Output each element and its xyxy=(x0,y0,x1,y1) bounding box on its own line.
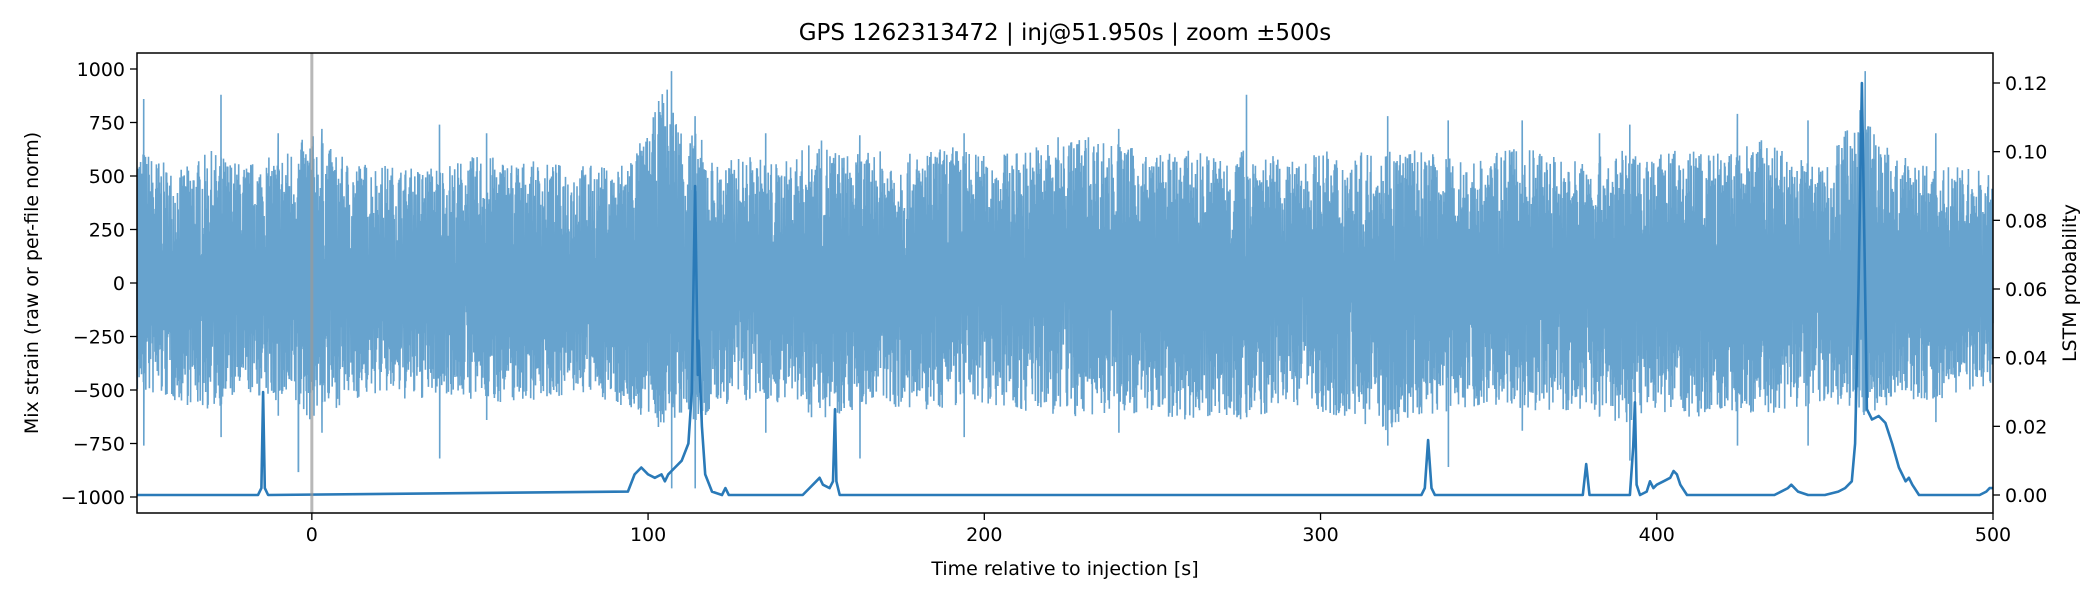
x-tick-label: 500 xyxy=(1975,524,2011,546)
y-right-tick-label: 0.02 xyxy=(2005,416,2047,438)
x-tick-label: 200 xyxy=(966,524,1002,546)
y-left-tick-label: −1000 xyxy=(61,487,125,509)
y-left-tick-label: −750 xyxy=(73,434,125,456)
y-left-tick-label: 750 xyxy=(89,113,125,135)
y-left-tick-label: 1000 xyxy=(77,59,125,81)
x-tick-label: 100 xyxy=(630,524,666,546)
series-layer xyxy=(136,71,1994,497)
lstm-probability-line xyxy=(137,81,1993,497)
x-tick-label: 0 xyxy=(306,524,318,546)
y-left-tick-label: 500 xyxy=(89,166,125,188)
y-left-tick-label: −250 xyxy=(73,327,125,349)
y-axis-title-right: LSTM probability xyxy=(2059,204,2081,362)
y-left-tick-label: −500 xyxy=(73,380,125,402)
y-right-tick-label: 0.04 xyxy=(2005,348,2047,370)
chart-title: GPS 1262313472 | inj@51.950s | zoom ±500… xyxy=(799,20,1332,46)
axis-layer: 0 100 200 300 400 500 1000 750 500 250 0 −250 −500 −7… xyxy=(61,59,2048,546)
y-right-tick-label: 0.06 xyxy=(2005,279,2047,301)
y-right-tick-label: 0.08 xyxy=(2005,210,2047,232)
strain-series-line xyxy=(136,71,1994,489)
y-right-tick-label: 0.10 xyxy=(2005,142,2047,164)
y-right-tick-label: 0.12 xyxy=(2005,73,2047,95)
y-left-tick-label: 0 xyxy=(113,273,125,295)
x-axis-title: Time relative to injection [s] xyxy=(930,558,1198,580)
x-tick-label: 400 xyxy=(1639,524,1675,546)
y-axis-title-left: Mix strain (raw or per-file norm) xyxy=(21,132,43,434)
y-right-tick-label: 0.00 xyxy=(2005,485,2047,507)
x-tick-label: 300 xyxy=(1302,524,1338,546)
y-left-tick-label: 250 xyxy=(89,220,125,242)
